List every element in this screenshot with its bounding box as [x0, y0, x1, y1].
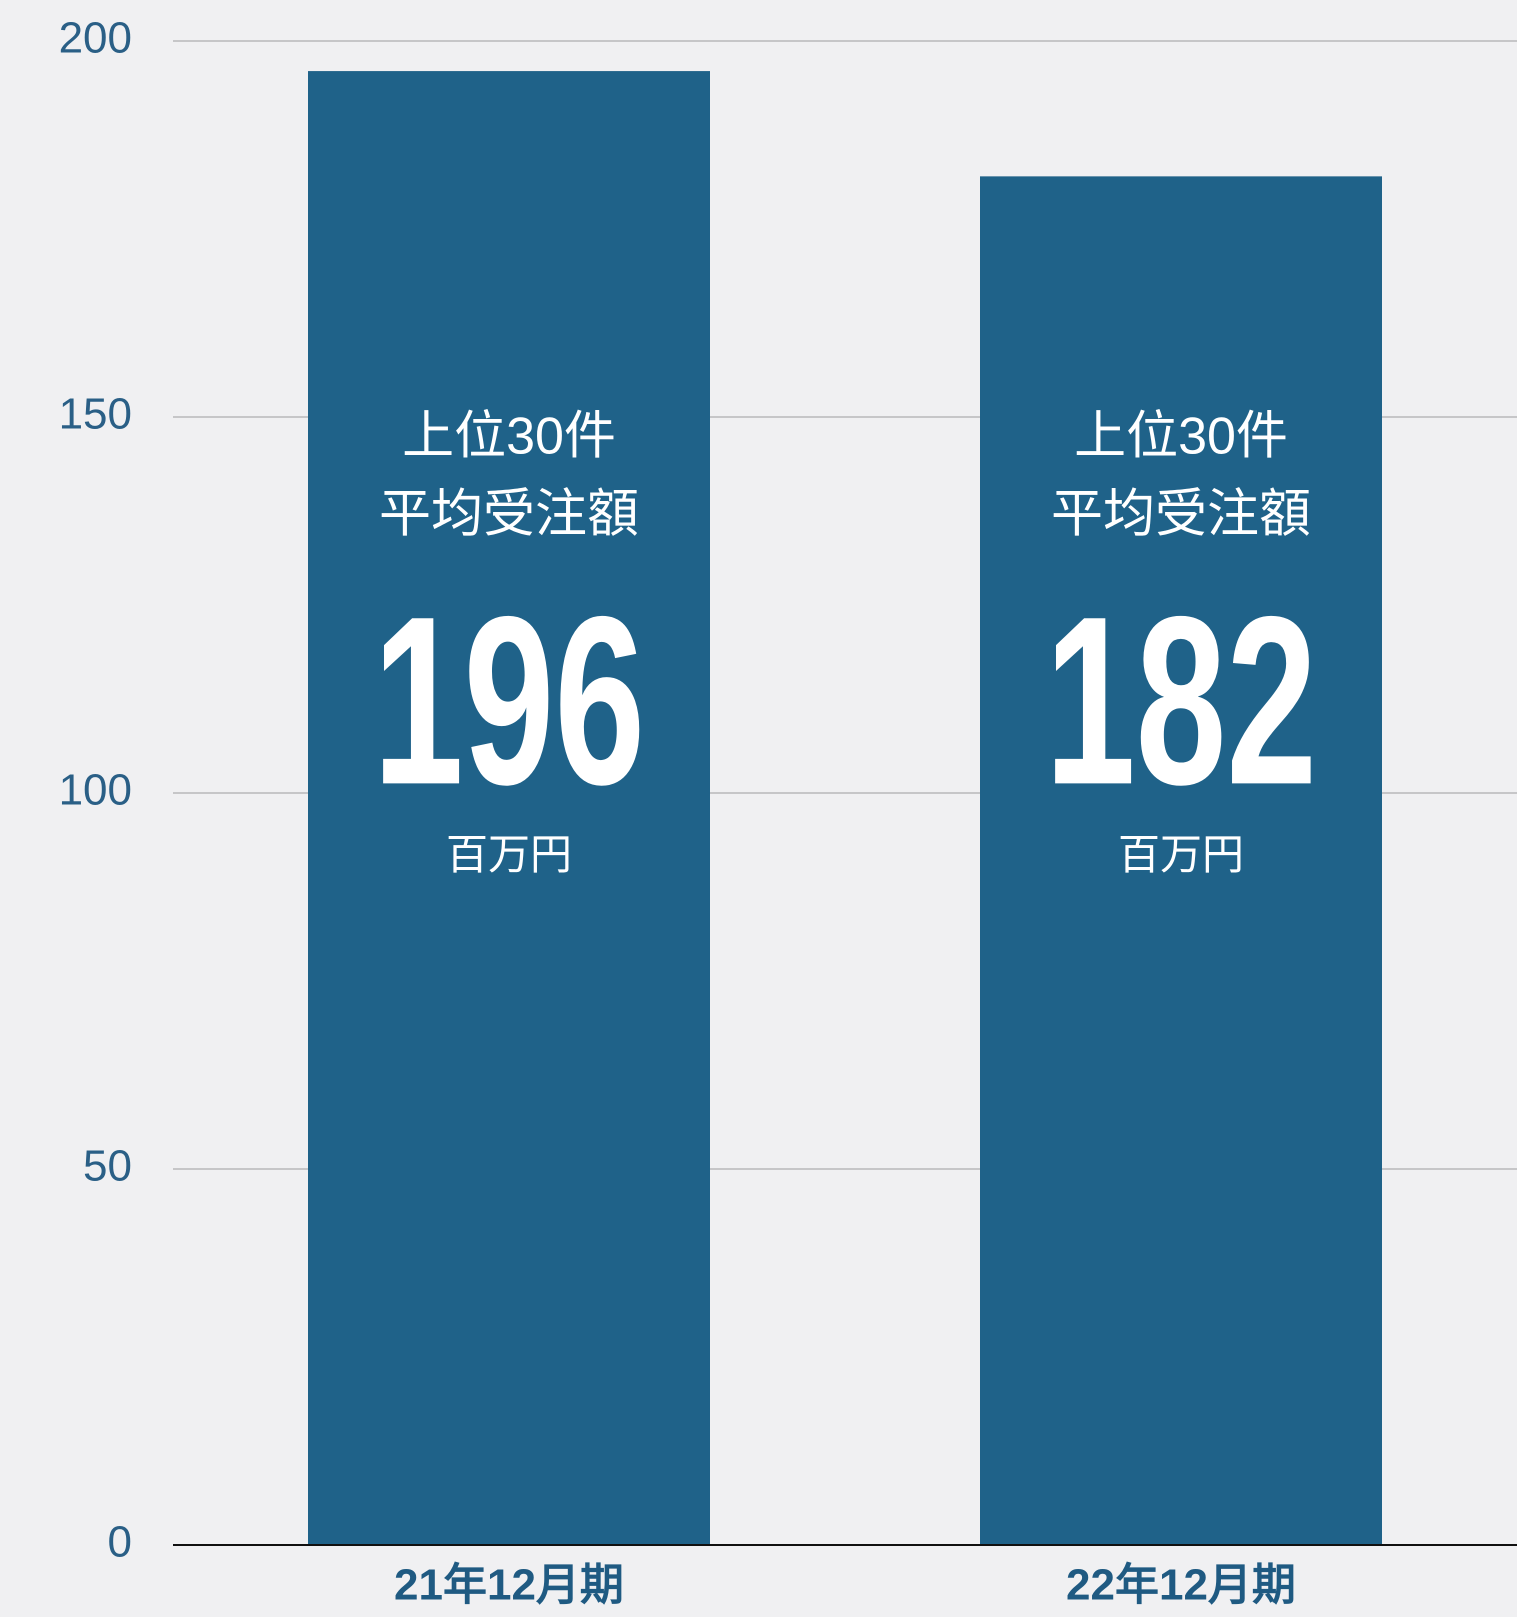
y-tick-label: 0	[108, 1518, 132, 1567]
bar-label-line2: 平均受注額	[379, 486, 639, 544]
y-tick-label: 100	[59, 766, 132, 815]
bar-label-unit: 百万円	[446, 831, 572, 878]
x-tick-label: 22年12月期	[1066, 1561, 1296, 1610]
y-tick-label: 200	[59, 14, 132, 63]
bar-label-line2: 平均受注額	[1051, 486, 1311, 544]
y-tick-label: 50	[83, 1142, 132, 1191]
value-label: 182	[1045, 567, 1317, 835]
bar	[980, 176, 1382, 1546]
bar	[308, 71, 710, 1546]
bar-label-line1: 上位30件	[1074, 408, 1288, 466]
bar-label-unit: 百万円	[1118, 831, 1244, 878]
y-tick-label: 150	[59, 390, 132, 439]
bar-label-line1: 上位30件	[402, 408, 616, 466]
x-tick-label: 21年12月期	[394, 1561, 624, 1610]
value-label: 196	[373, 567, 645, 835]
